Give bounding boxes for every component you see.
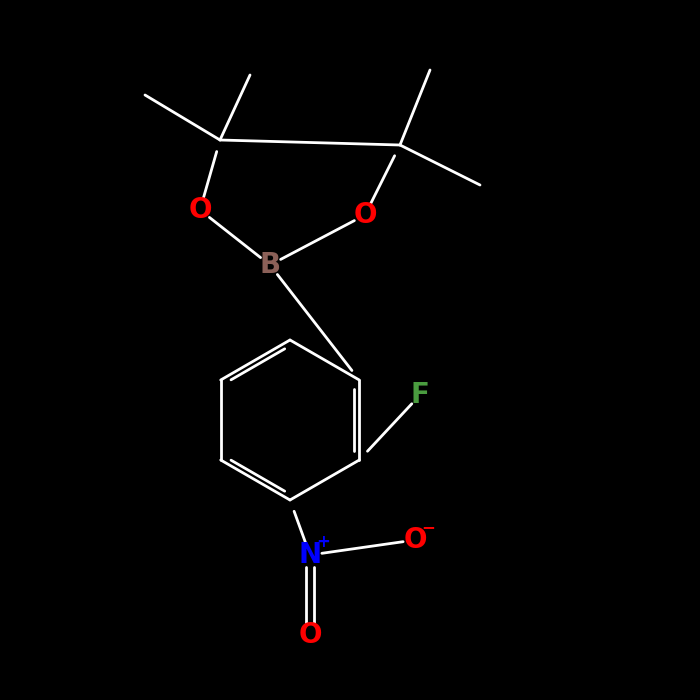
Text: O: O	[403, 526, 427, 554]
Text: O: O	[188, 196, 211, 224]
Text: F: F	[411, 381, 429, 409]
Text: −: −	[421, 518, 435, 536]
Text: O: O	[298, 621, 322, 649]
Text: N: N	[298, 541, 321, 569]
Text: B: B	[260, 251, 281, 279]
Text: O: O	[354, 201, 377, 229]
Text: +: +	[316, 533, 330, 551]
